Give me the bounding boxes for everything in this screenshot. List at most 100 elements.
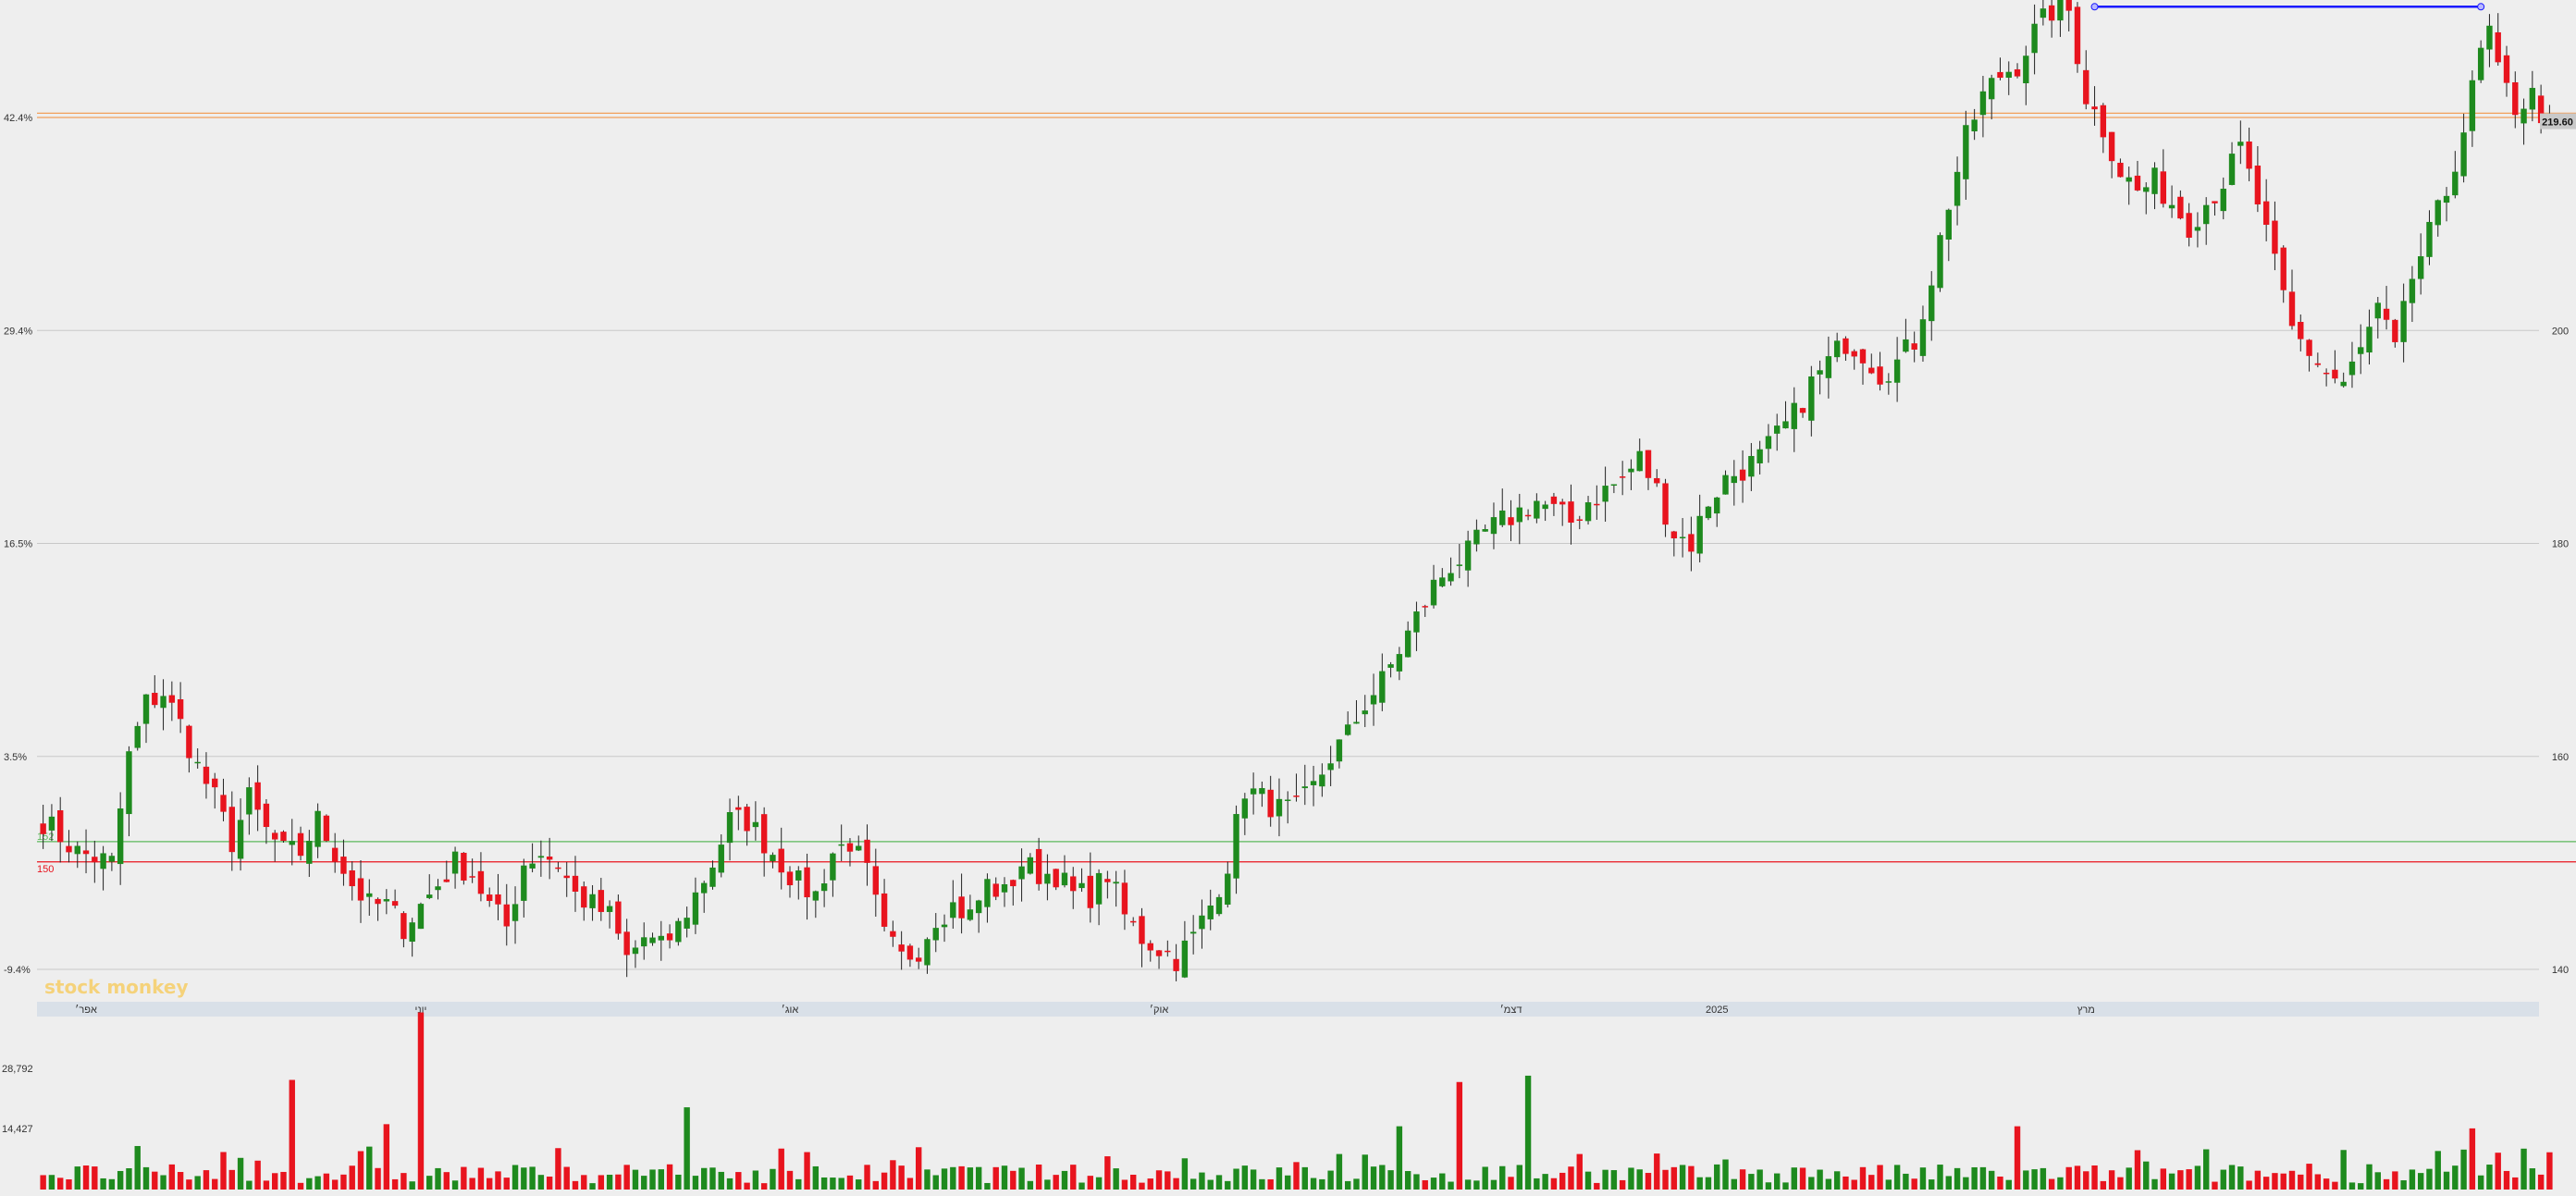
- candle[interactable]: [2100, 103, 2107, 154]
- candle[interactable]: [461, 852, 467, 885]
- candle[interactable]: [1345, 711, 1351, 736]
- candle[interactable]: [2366, 309, 2373, 365]
- candle-body[interactable]: [1087, 875, 1093, 908]
- candle-body[interactable]: [2065, 0, 2072, 11]
- candle[interactable]: [1147, 940, 1153, 962]
- candle[interactable]: [1165, 940, 1171, 957]
- candle-body[interactable]: [1877, 366, 1883, 385]
- candle-body[interactable]: [1044, 873, 1051, 884]
- candle[interactable]: [1035, 837, 1042, 891]
- candle-body[interactable]: [2409, 278, 2416, 303]
- candle[interactable]: [1044, 854, 1051, 901]
- candle-body[interactable]: [1345, 724, 1351, 735]
- candle[interactable]: [529, 843, 536, 873]
- candle[interactable]: [2434, 199, 2441, 237]
- candle-body[interactable]: [2486, 25, 2493, 50]
- candle-body[interactable]: [469, 876, 475, 878]
- candle[interactable]: [220, 778, 227, 821]
- candle-body[interactable]: [2512, 81, 2519, 116]
- candle-body[interactable]: [366, 893, 373, 897]
- candle-body[interactable]: [2091, 106, 2098, 110]
- candle[interactable]: [735, 795, 742, 831]
- candle-body[interactable]: [2434, 200, 2441, 226]
- candle-body[interactable]: [1636, 450, 1643, 472]
- candle-body[interactable]: [1524, 514, 1532, 517]
- candle[interactable]: [212, 772, 218, 809]
- candle[interactable]: [2486, 14, 2493, 68]
- candle-body[interactable]: [2040, 8, 2047, 18]
- candle[interactable]: [323, 814, 330, 843]
- candle-body[interactable]: [74, 845, 80, 855]
- trendline-drawing[interactable]: [2090, 3, 2485, 11]
- candle[interactable]: [1714, 497, 1720, 527]
- candle[interactable]: [2168, 185, 2175, 218]
- candle-body[interactable]: [461, 852, 467, 881]
- candle-body[interactable]: [967, 909, 974, 920]
- candle[interactable]: [1756, 440, 1763, 475]
- candle[interactable]: [2521, 98, 2527, 145]
- candle-body[interactable]: [375, 898, 381, 905]
- candle-body[interactable]: [1919, 319, 1927, 356]
- candle-body[interactable]: [881, 893, 888, 927]
- candle[interactable]: [1791, 387, 1797, 452]
- candle-body[interactable]: [1225, 873, 1231, 906]
- candle-body[interactable]: [2023, 55, 2029, 84]
- candle-body[interactable]: [2400, 301, 2407, 342]
- candle[interactable]: [1610, 484, 1618, 494]
- candle[interactable]: [1808, 365, 1815, 437]
- candle-body[interactable]: [1379, 671, 1386, 703]
- candle[interactable]: [2254, 146, 2262, 213]
- candle[interactable]: [572, 856, 579, 912]
- candle[interactable]: [306, 830, 313, 878]
- candle[interactable]: [237, 798, 244, 871]
- candle-body[interactable]: [2212, 201, 2218, 203]
- candle[interactable]: [1877, 351, 1883, 391]
- candle-body[interactable]: [906, 945, 914, 960]
- candle[interactable]: [812, 890, 820, 919]
- candle-body[interactable]: [117, 808, 124, 865]
- candle[interactable]: [1885, 373, 1892, 395]
- candle-body[interactable]: [1276, 798, 1283, 817]
- candle[interactable]: [1413, 601, 1420, 651]
- candle[interactable]: [383, 889, 390, 915]
- candle[interactable]: [1722, 470, 1729, 495]
- candle[interactable]: [2409, 265, 2416, 323]
- candle-body[interactable]: [623, 931, 630, 956]
- candle[interactable]: [589, 884, 596, 921]
- candle[interactable]: [2262, 179, 2270, 241]
- candle[interactable]: [1937, 232, 1943, 292]
- candle-body[interactable]: [752, 821, 759, 828]
- candle[interactable]: [1859, 349, 1867, 385]
- candle[interactable]: [2469, 70, 2476, 147]
- candle-body[interactable]: [786, 871, 794, 886]
- candle-body[interactable]: [57, 810, 64, 843]
- candle[interactable]: [2212, 201, 2218, 216]
- candle[interactable]: [521, 858, 527, 918]
- candle[interactable]: [1482, 524, 1488, 532]
- candle[interactable]: [1233, 805, 1239, 894]
- candle-body[interactable]: [932, 928, 939, 941]
- candle[interactable]: [906, 943, 914, 968]
- candle-body[interactable]: [701, 882, 708, 894]
- candle[interactable]: [2495, 13, 2501, 66]
- candle[interactable]: [778, 827, 784, 890]
- candle-body[interactable]: [563, 875, 570, 879]
- candle[interactable]: [820, 869, 828, 907]
- candle-body[interactable]: [1404, 630, 1411, 658]
- candle-body[interactable]: [2262, 201, 2270, 226]
- candle-body[interactable]: [177, 698, 184, 720]
- candle-body[interactable]: [546, 857, 553, 860]
- candle-body[interactable]: [228, 807, 235, 853]
- candle[interactable]: [1748, 442, 1755, 491]
- candle-body[interactable]: [2177, 196, 2184, 219]
- candle[interactable]: [426, 874, 433, 900]
- candle-body[interactable]: [108, 856, 116, 862]
- candle[interactable]: [641, 922, 647, 960]
- candle[interactable]: [932, 913, 939, 953]
- candle-body[interactable]: [916, 957, 922, 962]
- candle-body[interactable]: [512, 904, 519, 921]
- candle[interactable]: [537, 840, 545, 877]
- candle-body[interactable]: [1387, 664, 1394, 668]
- candle[interactable]: [1903, 318, 1909, 353]
